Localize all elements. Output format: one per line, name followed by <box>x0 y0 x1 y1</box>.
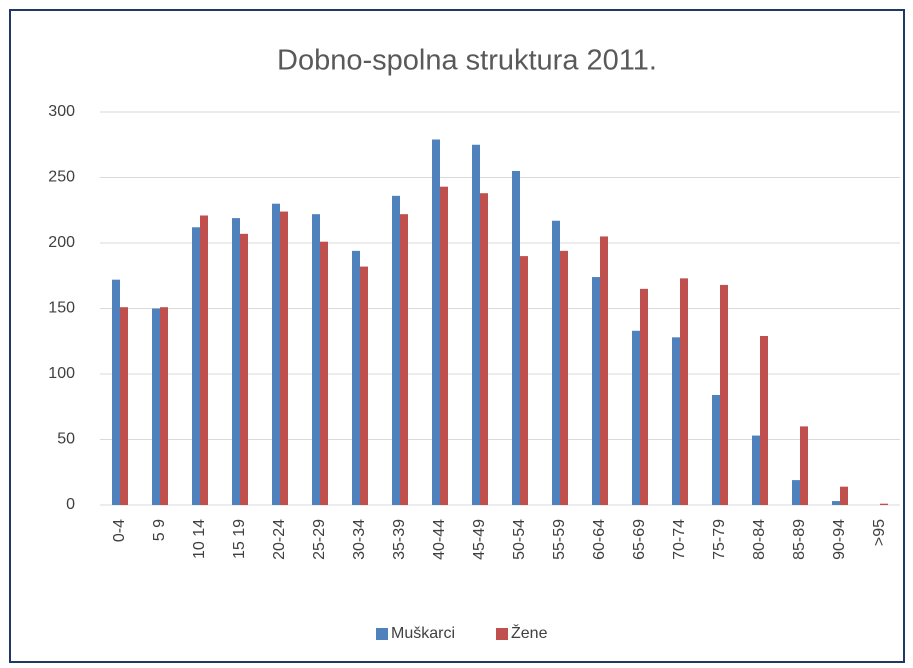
y-tick-label: 50 <box>57 431 75 448</box>
bar <box>432 139 440 505</box>
bar <box>800 426 808 505</box>
x-tick-label: 0-4 <box>111 519 128 542</box>
y-tick-label: 300 <box>48 103 75 120</box>
bar <box>600 236 608 505</box>
x-tick-label: 10 14 <box>191 519 208 559</box>
bar <box>232 218 240 506</box>
bar <box>440 186 448 506</box>
y-tick-label: 200 <box>48 234 75 251</box>
bar <box>752 435 760 505</box>
x-tick-label: 60-64 <box>591 519 608 560</box>
bar <box>840 486 848 505</box>
x-tick-label: 80-84 <box>751 519 768 560</box>
bar <box>792 480 800 505</box>
y-tick-label: 0 <box>66 496 75 513</box>
bar <box>352 250 360 505</box>
x-tick-label: 90-94 <box>831 519 848 560</box>
bar <box>400 214 408 505</box>
chart-frame <box>9 9 905 663</box>
x-tick-label: 40-44 <box>431 519 448 560</box>
bar <box>712 394 720 505</box>
x-tick-label: 45-49 <box>471 519 488 560</box>
bar <box>640 288 648 505</box>
bar <box>200 215 208 506</box>
bar <box>392 195 400 505</box>
legend-swatch <box>376 628 388 640</box>
x-tick-label: 55-59 <box>551 519 568 560</box>
y-tick-label: 250 <box>48 169 75 186</box>
bar <box>592 277 600 505</box>
y-tick-label: 100 <box>48 365 75 382</box>
bar <box>560 250 568 505</box>
bar <box>360 266 368 505</box>
bar <box>520 256 528 505</box>
legend-swatch <box>496 628 508 640</box>
bar <box>720 284 728 505</box>
bar <box>272 203 280 505</box>
x-tick-label: 20-24 <box>271 519 288 560</box>
bar <box>160 307 168 505</box>
bar <box>120 307 128 505</box>
bar <box>152 308 160 505</box>
x-tick-label: 30-34 <box>351 519 368 560</box>
bar <box>240 233 248 505</box>
x-tick-label: 75-79 <box>711 519 728 560</box>
bar <box>512 170 520 505</box>
y-tick-label: 150 <box>48 300 75 317</box>
bar <box>672 337 680 505</box>
x-tick-label: 50-54 <box>511 519 528 560</box>
x-tick-label: 85-89 <box>791 519 808 560</box>
x-tick-label: 25-29 <box>311 519 328 560</box>
x-tick-label: 65-69 <box>631 519 648 560</box>
x-tick-label: 5 9 <box>151 519 168 541</box>
legend-label: Muškarci <box>391 625 455 642</box>
bar <box>280 211 288 505</box>
x-tick-label: >95 <box>871 519 888 546</box>
x-tick-label: 35-39 <box>391 519 408 560</box>
bar <box>880 503 888 505</box>
bar <box>632 330 640 505</box>
bar <box>312 214 320 505</box>
bar <box>760 336 768 505</box>
x-tick-label: 15 19 <box>231 519 248 559</box>
x-tick-label: 70-74 <box>671 519 688 560</box>
bar <box>472 144 480 505</box>
bar <box>192 227 200 505</box>
chart-title: Dobno-spolna struktura 2011. <box>277 45 657 77</box>
legend-label: Žene <box>511 623 548 642</box>
bar <box>480 193 488 505</box>
bar <box>680 278 688 505</box>
bar <box>552 220 560 506</box>
bar <box>832 501 840 505</box>
bar <box>320 241 328 505</box>
bar <box>112 279 120 505</box>
